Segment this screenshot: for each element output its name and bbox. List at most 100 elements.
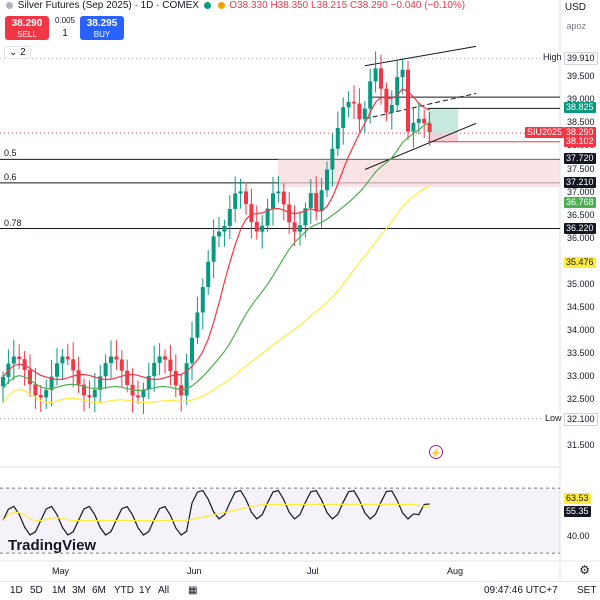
candle-body (11, 356, 16, 364)
alert-icon[interactable]: ⚡ (429, 445, 443, 459)
candle-body (22, 359, 27, 371)
timeframe-button[interactable]: 1M (52, 585, 66, 596)
candle-body (379, 68, 383, 89)
candle-body (249, 204, 254, 223)
symbol-title[interactable]: Silver Futures (Sep 2025) · 1D · COMEX (17, 0, 199, 11)
candle-body (298, 225, 302, 232)
fib-level-label: 0.6 (4, 171, 17, 182)
session-label[interactable]: SET (577, 585, 597, 596)
rsi-value-tag: 63.53 (564, 492, 591, 504)
candle-body (362, 108, 367, 120)
x-tick-label: Jun (187, 566, 202, 576)
currency-label[interactable]: USD (564, 2, 586, 13)
candle-body (276, 191, 281, 194)
candle-body (292, 222, 297, 232)
price-tag: 38.102 (564, 135, 596, 147)
sell-button[interactable]: 38.290 SELL (5, 16, 49, 40)
candle-body (173, 371, 178, 386)
timeframe-button[interactable]: 3M (72, 585, 86, 596)
candle-body (325, 169, 329, 191)
demand-zone (278, 159, 560, 187)
low-label: Low (543, 412, 564, 423)
y-tick-label: 38.500 (567, 117, 595, 128)
candle-body (168, 359, 173, 372)
sma-fast-line (2, 88, 430, 381)
candle-body (55, 363, 59, 377)
candle-body (109, 356, 113, 364)
y-tick-label: 35.000 (567, 278, 595, 289)
rsi-line (2, 489, 430, 536)
timeframe-button[interactable]: 5D (30, 585, 43, 596)
timeframe-button[interactable]: YTD (114, 585, 134, 596)
candle-body (427, 123, 432, 133)
candle-body (373, 68, 378, 82)
candle-body (244, 191, 248, 205)
candle-body (303, 208, 308, 226)
candle-body (368, 81, 373, 109)
timeframe-button[interactable]: 1Y (139, 585, 152, 596)
candle-body (141, 389, 146, 398)
timeframe-button[interactable]: 1D (10, 585, 23, 596)
calendar-icon[interactable]: ▦ (188, 585, 198, 596)
indicators-collapse-button[interactable]: ⌄ 2 (4, 46, 31, 59)
x-tick-label: Jul (307, 566, 319, 576)
buy-button[interactable]: 38.295 BUY (80, 16, 124, 40)
candle-body (400, 69, 405, 78)
spread-qty[interactable]: 0.005 1 (54, 16, 76, 39)
gear-icon[interactable]: ⚙ (579, 563, 590, 577)
symbol-icon (6, 1, 13, 9)
candle-body (260, 225, 265, 232)
timeframe-button[interactable]: 6M (92, 585, 106, 596)
candle-body (422, 118, 427, 124)
candle-body (136, 395, 140, 398)
clock[interactable]: 09:47:46 UTC+7 (484, 585, 558, 596)
x-tick-label: Aug (447, 566, 464, 576)
timeframe-button[interactable]: All (158, 585, 170, 596)
chevron-down-icon: ⌄ (9, 47, 18, 58)
symbol-price-tag: SIU2025 (525, 127, 565, 139)
candle-body (238, 191, 243, 194)
toolbar-divider (0, 581, 600, 582)
tradingview-logo[interactable]: TradingView (8, 537, 96, 554)
bottom-toolbar: 09:47:46 UTC+7 SET 1D 5D 1M 3M 6M YTD 1Y All ▦ (0, 581, 600, 600)
price-tag: 38.825 (564, 102, 596, 114)
symbol-legend: Silver Futures (Sep 2025) · 1D · COMEX O… (4, 0, 465, 14)
candle-body (152, 362, 157, 376)
y-tick-label: 39.000 (567, 94, 595, 105)
y-tick-label: 36.000 (567, 232, 595, 243)
high-label: High (541, 52, 564, 63)
price-tag: 36.220 (564, 222, 596, 234)
candle-body (190, 337, 194, 364)
candle-body (65, 356, 70, 360)
price-tag: 38.290 (564, 127, 596, 139)
rsi-signal-line (2, 503, 430, 522)
candle-body (38, 395, 43, 398)
y-tick-label: 33.000 (567, 371, 595, 381)
candle-body (217, 231, 221, 237)
candle-body (76, 370, 81, 385)
candle-body (146, 375, 151, 390)
y-tick-label: 37.000 (567, 186, 595, 197)
candle-body (125, 370, 130, 385)
candle-body (114, 356, 119, 360)
price-tag: 32.100 (564, 412, 598, 426)
scale-mode-label[interactable]: apoz (566, 21, 586, 31)
candle-body (98, 376, 103, 390)
candle-body (308, 193, 313, 209)
rsi-value-tag: 55.35 (564, 505, 591, 517)
candle-body (271, 193, 275, 209)
candle-body (227, 208, 232, 226)
position-target-box (428, 108, 458, 134)
candle-body (195, 312, 200, 338)
market-status-icon (203, 1, 211, 9)
logo-text: TradingView (8, 537, 97, 554)
fib-level-label: 0.78 (4, 217, 22, 228)
candle-body (416, 118, 421, 123)
candle-body (330, 148, 335, 170)
y-tick-label: 37.500 (567, 163, 595, 174)
price-tag: 37.720 (564, 153, 596, 165)
candle-body (119, 359, 124, 371)
y-tick-label: 32.500 (567, 394, 595, 405)
candle-body (49, 376, 54, 391)
